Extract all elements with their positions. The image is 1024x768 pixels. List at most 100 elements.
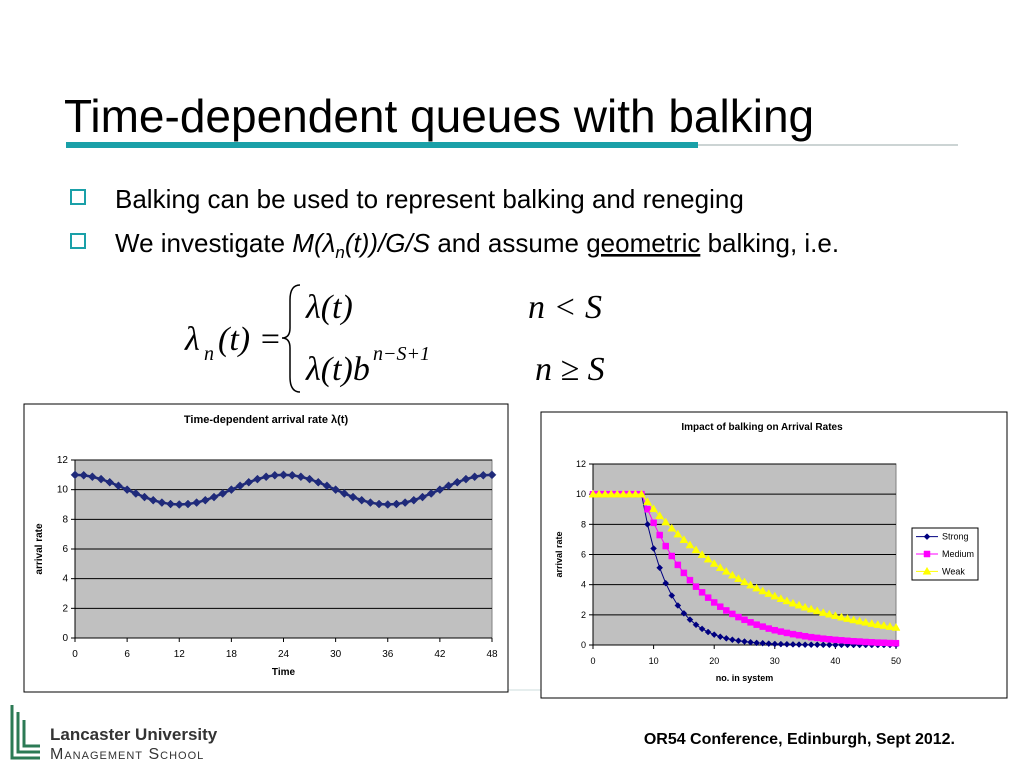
point [704,628,712,636]
point [183,499,193,509]
point [813,641,821,649]
point [305,474,314,484]
point [716,633,724,641]
point [740,577,749,586]
x-tick-label: 6 [124,649,130,660]
point [649,504,659,513]
point [698,589,706,596]
point [729,636,736,644]
point [679,535,689,543]
bullet-text: Balking can be used to represent balking… [115,184,744,214]
point [392,499,401,509]
point [218,489,228,498]
point [891,622,901,631]
point [764,589,774,597]
point [357,495,367,505]
point [801,641,809,649]
point [588,489,598,498]
point [759,623,766,630]
point [662,542,669,550]
x-tick-label: 0 [72,649,78,660]
point [148,495,158,505]
point [131,489,141,498]
point [800,602,810,611]
y-axis-label: arrival rate [554,531,564,577]
point [478,470,488,480]
point [765,640,773,647]
point [741,638,748,645]
charts: Time-dependent arrival rate λ(t)02468101… [34,414,979,683]
point [832,641,839,649]
point [850,637,857,645]
point [735,613,742,621]
point [782,596,792,605]
point [612,489,622,498]
formula-text: λ [184,321,200,358]
point [789,630,797,638]
point [287,470,297,480]
point [105,477,115,487]
point [444,481,453,491]
point [721,566,731,575]
point [824,609,834,618]
point [777,628,785,635]
point [820,635,827,642]
point [698,625,706,633]
point [209,492,219,502]
point [685,540,695,549]
point [674,561,682,569]
point [758,586,768,595]
point [691,545,701,554]
text-run: balking, i.e. [700,228,839,258]
point [922,566,932,575]
point [770,591,780,600]
y-tick-label: 2 [62,603,68,614]
formula: λ n (t) = λ(t) n < S λ(t)b n−S+1 n ≥ S [184,284,605,393]
point [806,604,816,613]
point [673,529,683,538]
formula-text: n < S [528,289,602,326]
y-tick-label: 10 [57,485,69,496]
y-tick-label: 6 [581,550,586,560]
point [366,498,375,507]
point [606,489,616,498]
brace [281,284,301,393]
point [594,489,604,498]
point [400,498,410,507]
point [886,639,894,647]
point [795,631,803,639]
point [844,637,851,645]
formula-text: λ(t) [305,289,353,326]
point [892,639,900,647]
point [813,634,821,642]
logo-text: Lancaster University [50,725,218,744]
point [862,638,869,646]
point [435,485,445,495]
x-axis-label: no. in system [716,673,774,683]
point [819,641,827,649]
y-tick-label: 0 [581,640,586,650]
point [807,641,815,649]
formula-text: n−S+1 [373,343,430,365]
point [426,489,436,498]
point [747,638,754,646]
point [818,608,828,616]
footer-text: OR54 Conference, Edinburgh, Sept 2012. [644,731,955,748]
x-tick-label: 0 [590,656,595,666]
point [383,500,393,509]
point [830,611,840,619]
point [296,472,306,482]
point [680,609,688,617]
point [192,498,201,507]
point [697,550,707,558]
slide-title: Time-dependent queues with balking [64,90,814,142]
point [79,470,89,480]
formula-text: λ(t)b [305,351,370,388]
point [849,615,859,624]
point [825,641,833,649]
point [253,474,262,484]
y-tick-label: 0 [62,633,68,644]
point [244,477,254,487]
